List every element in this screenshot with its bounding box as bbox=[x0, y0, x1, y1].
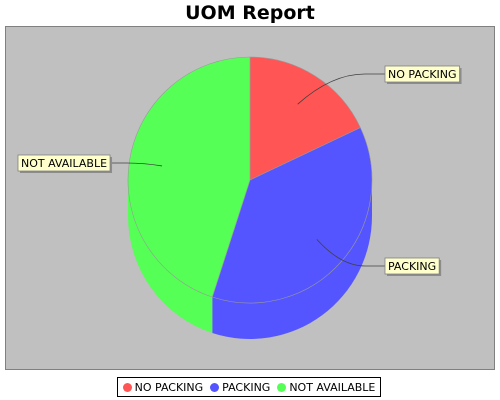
legend: NO PACKING PACKING NOT AVAILABLE bbox=[117, 377, 381, 397]
label-box-0 bbox=[384, 65, 460, 83]
slice-label-1: PACKING bbox=[388, 260, 436, 273]
legend-label-no-packing: NO PACKING bbox=[134, 380, 204, 394]
label-leader-0 bbox=[297, 73, 385, 105]
legend-item-no-packing: NO PACKING bbox=[122, 380, 204, 394]
pie-side-1 bbox=[212, 180, 372, 339]
slice-label-2: NOT AVAILABLE bbox=[21, 157, 107, 170]
legend-swatch-not-available bbox=[277, 382, 287, 392]
legend-swatch-no-packing bbox=[122, 382, 132, 392]
pie-slice-not-available[interactable] bbox=[127, 56, 251, 298]
legend-item-not-available: NOT AVAILABLE bbox=[277, 381, 375, 394]
legend-swatch-packing bbox=[210, 382, 220, 392]
label-leader-1 bbox=[316, 239, 385, 267]
legend-label-not-available: NOT AVAILABLE bbox=[289, 380, 376, 394]
label-leader-2 bbox=[110, 162, 163, 167]
label-box-1 bbox=[384, 257, 440, 275]
pie-slice-no-packing[interactable] bbox=[249, 56, 361, 181]
pie-slice-packing[interactable] bbox=[211, 127, 373, 304]
pie-side-2 bbox=[128, 180, 213, 333]
legend-label-packing: PACKING bbox=[222, 380, 271, 394]
legend-item-packing: PACKING bbox=[210, 381, 270, 394]
slice-label-0: NO PACKING bbox=[388, 68, 457, 81]
label-box-2 bbox=[17, 154, 111, 172]
chart-title: UOM Report bbox=[185, 2, 315, 24]
